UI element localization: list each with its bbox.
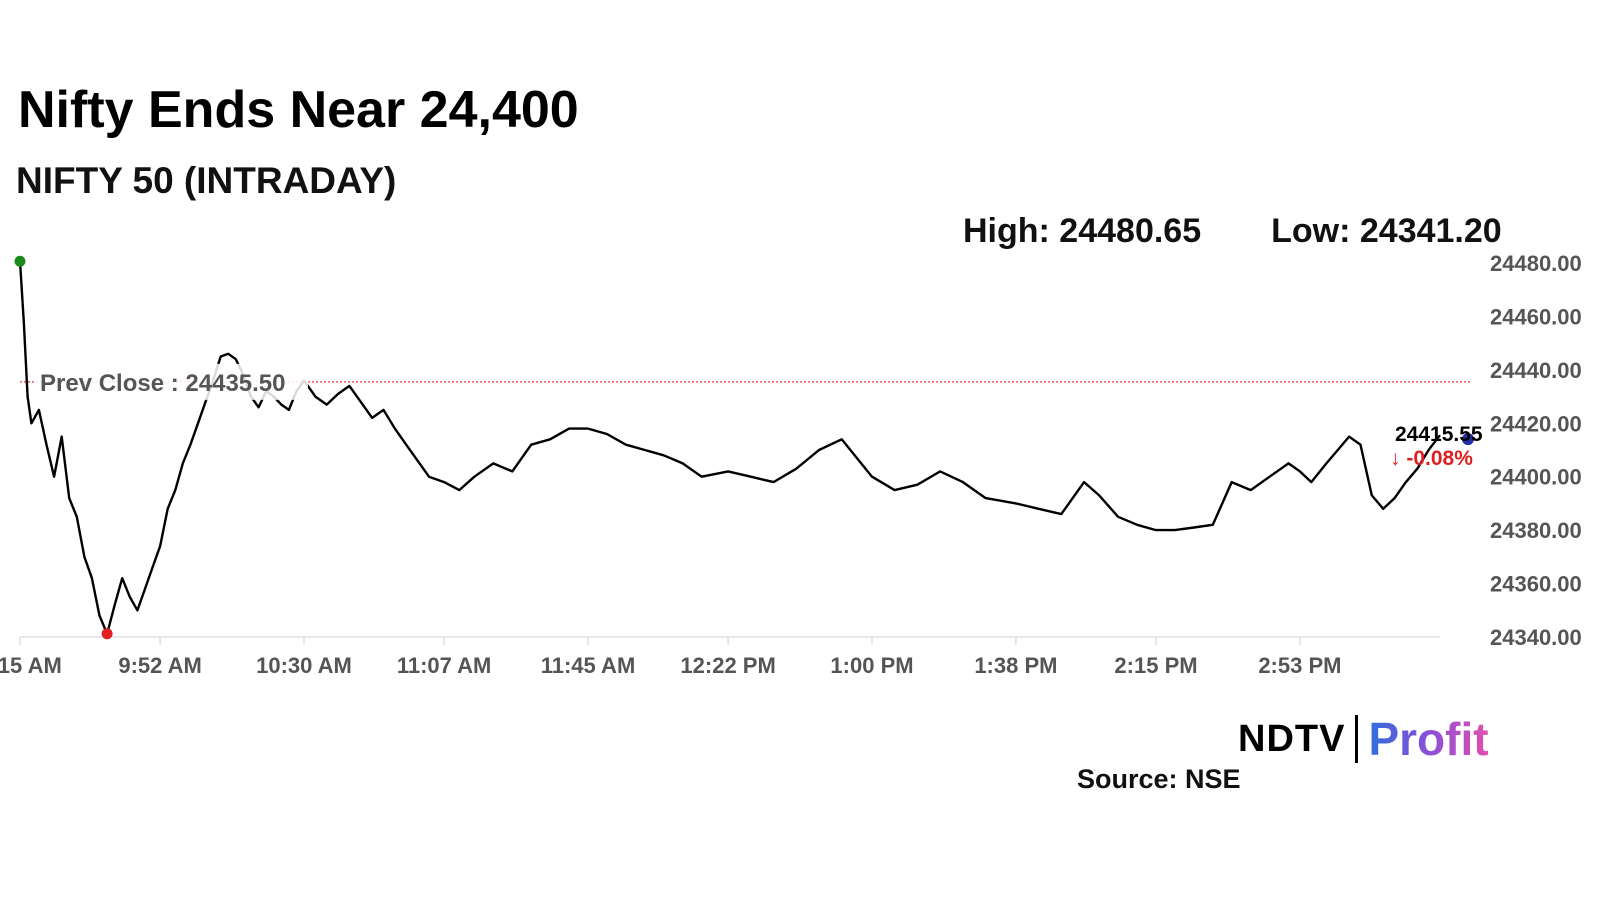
y-tick-label: 24340.00 (1490, 625, 1582, 650)
x-tick-label: 2:53 PM (1258, 653, 1341, 678)
y-tick-label: 24380.00 (1490, 518, 1582, 543)
high-value: High: 24480.65 (963, 212, 1202, 250)
x-tick-label: 1:00 PM (830, 653, 913, 678)
source-note: Source: NSE (1077, 764, 1241, 794)
high-marker (14, 255, 26, 267)
prev-close-label: Prev Close : 24435.50 (40, 370, 286, 397)
low-marker (101, 628, 113, 640)
y-tick-label: 24360.00 (1490, 572, 1582, 597)
price-line (18, 261, 1441, 635)
x-tick-label: 11:07 AM (397, 653, 492, 678)
x-tick-label: 2:15 PM (1114, 653, 1197, 678)
x-tick-label: 9:15 AM (0, 653, 62, 678)
logo-divider (1355, 715, 1359, 763)
x-tick-label: 1:38 PM (974, 653, 1057, 678)
last-value-marker (1462, 433, 1474, 446)
x-tick-label: 10:30 AM (256, 653, 352, 678)
x-tick-label: 9:52 AM (118, 653, 202, 678)
y-tick-label: 24460.00 (1490, 304, 1582, 329)
y-tick-label: 24480.00 (1490, 251, 1582, 276)
chart-subtitle: NIFTY 50 (INTRADAY) (16, 160, 397, 201)
chart-title: Nifty Ends Near 24,400 (18, 81, 579, 139)
ndtv-profit-logo: NDTV Profit (1238, 712, 1489, 766)
change-label: ↓ -0.08% (1390, 447, 1473, 470)
prev-close-label-bg (36, 363, 308, 400)
logo-ndtv-text: NDTV (1238, 717, 1346, 760)
logo-profit-text: Profit (1368, 713, 1489, 765)
y-tick-label: 24440.00 (1490, 358, 1582, 383)
x-tick-label: 11:45 AM (541, 653, 636, 678)
last-value-label: 24415.55 (1395, 423, 1483, 446)
x-tick-label: 12:22 PM (680, 653, 775, 678)
high-low-stats: High: 24480.65 Low: 24341.20 (963, 212, 1502, 251)
y-tick-label: 24400.00 (1490, 465, 1582, 490)
low-value: Low: 24341.20 (1271, 212, 1502, 250)
y-tick-label: 24420.00 (1490, 411, 1582, 436)
